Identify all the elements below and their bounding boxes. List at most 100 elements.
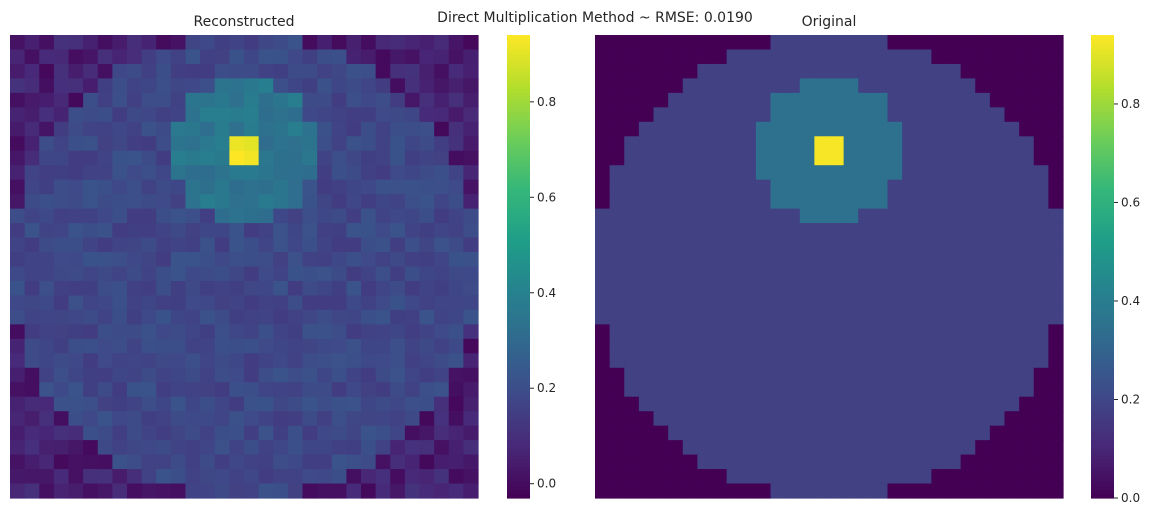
heatmap-cell bbox=[24, 367, 40, 383]
heatmap-cell bbox=[170, 194, 187, 210]
heatmap-cell bbox=[814, 338, 830, 354]
heatmap-cell bbox=[97, 353, 113, 369]
colorbar-segment bbox=[1091, 185, 1114, 190]
heatmap-cell bbox=[595, 483, 611, 499]
colorbar-segment bbox=[507, 463, 530, 468]
heatmap-cell bbox=[141, 396, 157, 412]
heatmap-cell bbox=[946, 295, 962, 311]
heatmap-cell bbox=[127, 92, 143, 108]
heatmap-cell bbox=[1048, 309, 1064, 325]
heatmap-cell bbox=[273, 92, 289, 108]
heatmap-cell bbox=[53, 92, 70, 108]
heatmap-cell bbox=[273, 411, 289, 427]
heatmap-cell bbox=[10, 165, 26, 181]
heatmap-cell bbox=[141, 78, 157, 94]
heatmap-cell bbox=[156, 78, 172, 94]
heatmap-cell bbox=[141, 223, 157, 239]
heatmap-cell bbox=[931, 237, 947, 253]
heatmap-cell bbox=[946, 280, 962, 297]
colorbar-segment bbox=[1091, 432, 1114, 437]
heatmap-cell bbox=[141, 49, 157, 65]
colorbar-segment bbox=[507, 177, 530, 183]
heatmap-cell bbox=[302, 396, 318, 412]
heatmap-cell bbox=[712, 324, 728, 340]
heatmap-cell bbox=[39, 150, 55, 166]
heatmap-cell bbox=[229, 237, 245, 253]
heatmap-cell bbox=[785, 121, 801, 137]
heatmap-cell bbox=[858, 121, 874, 137]
heatmap-cell bbox=[361, 338, 377, 354]
colorbar-segment bbox=[507, 235, 530, 241]
colorbar-segment bbox=[507, 119, 530, 125]
heatmap-cell bbox=[39, 469, 55, 485]
heatmap-cell bbox=[302, 78, 318, 94]
heatmap-cell bbox=[302, 367, 318, 383]
heatmap-cell bbox=[829, 411, 845, 427]
heatmap-cell bbox=[112, 107, 128, 123]
heatmap-cell bbox=[668, 237, 684, 253]
heatmap-cell bbox=[595, 107, 611, 123]
heatmap-cell bbox=[112, 252, 128, 268]
heatmap-cell bbox=[814, 63, 830, 80]
heatmap-cell bbox=[668, 63, 684, 80]
heatmap-cell bbox=[668, 469, 684, 485]
heatmap-cell bbox=[741, 483, 757, 499]
heatmap-cell bbox=[24, 223, 40, 239]
heatmap-cell bbox=[829, 136, 845, 152]
heatmap-cell bbox=[975, 483, 991, 499]
heatmap-cell bbox=[229, 107, 245, 123]
heatmap-cell bbox=[229, 425, 245, 441]
heatmap-cell bbox=[653, 150, 669, 166]
heatmap-cell bbox=[726, 440, 742, 456]
heatmap-cell bbox=[682, 309, 698, 325]
heatmap-cell bbox=[214, 411, 230, 427]
heatmap-cell bbox=[653, 411, 669, 427]
heatmap-cell bbox=[931, 338, 947, 354]
colorbar-segment bbox=[507, 42, 530, 48]
heatmap-cell bbox=[463, 179, 479, 195]
heatmap-cell bbox=[404, 165, 421, 181]
heatmap-cell bbox=[946, 338, 962, 354]
heatmap-cell bbox=[989, 295, 1006, 311]
heatmap-cell bbox=[595, 35, 611, 51]
heatmap-cell bbox=[1033, 367, 1049, 383]
heatmap-cell bbox=[97, 440, 113, 456]
heatmap-cell bbox=[638, 411, 655, 427]
heatmap-cell bbox=[390, 208, 406, 224]
heatmap-cell bbox=[609, 121, 625, 137]
colorbar-segment bbox=[1091, 116, 1114, 121]
heatmap-cell bbox=[741, 223, 757, 239]
heatmap-cell bbox=[53, 469, 70, 485]
heatmap-cell bbox=[975, 92, 991, 108]
heatmap-cell bbox=[697, 78, 713, 94]
heatmap-cell bbox=[960, 136, 976, 152]
colorbar-segment bbox=[1091, 401, 1114, 406]
colorbar-segment bbox=[1091, 62, 1114, 67]
heatmap-cell bbox=[141, 469, 157, 485]
heatmap-cell bbox=[302, 309, 318, 325]
heatmap-cell bbox=[960, 35, 976, 51]
heatmap-cell bbox=[200, 324, 216, 340]
heatmap-cell bbox=[712, 295, 728, 311]
heatmap-cell bbox=[609, 150, 625, 166]
heatmap-cell bbox=[916, 396, 932, 412]
heatmap-cell bbox=[726, 469, 742, 485]
heatmap-cell bbox=[229, 353, 245, 369]
heatmap-cell bbox=[97, 425, 113, 441]
colorbar-segment bbox=[1091, 73, 1114, 79]
heatmap-cell bbox=[697, 483, 713, 499]
heatmap-cell bbox=[697, 208, 713, 224]
heatmap-cell bbox=[434, 237, 450, 253]
heatmap-cell bbox=[858, 252, 874, 268]
heatmap-cell bbox=[946, 411, 962, 427]
heatmap-cell bbox=[975, 367, 991, 383]
heatmap-cell bbox=[39, 78, 55, 94]
heatmap-cell bbox=[434, 63, 450, 80]
heatmap-cell bbox=[83, 49, 99, 65]
heatmap-cell bbox=[127, 252, 143, 268]
heatmap-cell bbox=[697, 136, 713, 152]
heatmap-cell bbox=[829, 208, 845, 224]
heatmap-cell bbox=[214, 150, 230, 166]
colorbar-segment bbox=[507, 104, 530, 109]
heatmap-cell bbox=[258, 49, 274, 65]
